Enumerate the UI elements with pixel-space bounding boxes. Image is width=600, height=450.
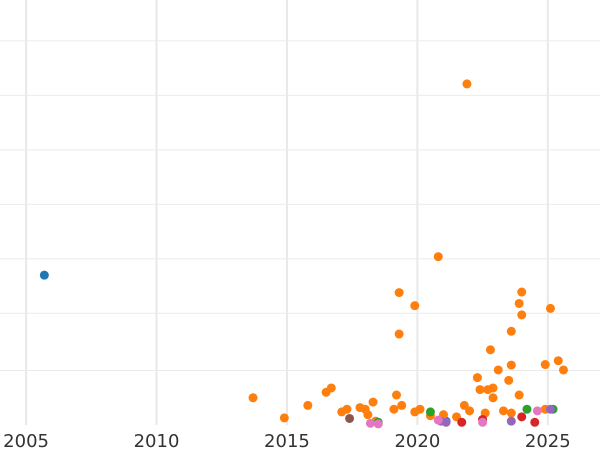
data-points [39,79,568,429]
data-point [506,408,516,418]
data-point [517,412,527,422]
data-point [389,404,399,414]
data-point [397,400,407,410]
data-point [532,406,542,416]
data-point [457,417,467,427]
data-point [441,417,451,427]
data-point [478,417,488,427]
data-point [517,287,527,297]
data-point [530,417,540,427]
data-point [540,360,550,370]
data-point [522,404,532,414]
data-point [279,413,289,423]
data-point [498,406,508,416]
data-point [303,400,313,410]
data-point [365,418,375,428]
data-point [415,404,425,414]
data-point [410,301,420,311]
data-point [553,356,563,366]
data-point [517,310,527,320]
data-point [342,404,352,414]
data-point [488,383,498,393]
data-point [248,393,258,403]
data-point [394,288,404,298]
x-axis-tick-labels: 2005 2010 2015 2020 2025 [3,431,571,450]
data-point [465,406,475,416]
data-point [506,360,516,370]
data-point [506,416,516,426]
data-point [425,407,435,417]
data-point [558,365,568,375]
data-point [545,404,555,414]
data-point [504,375,514,385]
data-point [514,298,524,308]
x-tick-label: 2025 [525,431,571,450]
data-point [485,345,495,355]
data-point [326,383,336,393]
data-point [506,326,516,336]
x-tick-label: 2020 [394,431,440,450]
data-point [345,413,355,423]
data-point [368,397,378,407]
data-point [433,252,443,262]
x-tick-label: 2005 [3,431,49,450]
grid-lines [0,0,600,425]
x-tick-label: 2015 [264,431,310,450]
data-point [462,79,472,89]
data-point [488,393,498,403]
data-point [392,390,402,400]
x-tick-label: 2010 [134,431,180,450]
data-point [472,373,482,383]
data-point [545,303,555,313]
data-point [363,410,373,420]
data-point [475,385,485,395]
data-point [433,415,443,425]
data-point [373,419,383,429]
data-point [493,365,503,375]
data-point [394,329,404,339]
data-point [39,270,49,280]
data-point [514,390,524,400]
